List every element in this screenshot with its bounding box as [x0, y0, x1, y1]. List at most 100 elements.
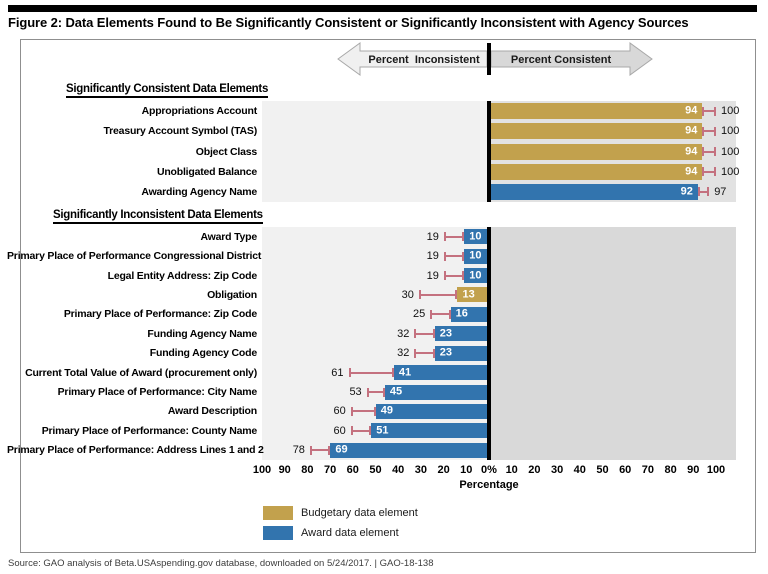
error-bar: [366, 387, 385, 397]
error-bar: [348, 368, 394, 378]
bar-value: 94: [685, 145, 698, 157]
error-bar: [309, 445, 331, 455]
bar-award: 23: [434, 326, 487, 342]
error-bound-value: 25: [413, 308, 426, 321]
percent-inconsistent-label: Percent Inconsistent: [368, 54, 480, 66]
bar-award: 10: [464, 229, 487, 245]
x-axis-tick: 60: [619, 464, 632, 476]
x-axis-tick: 70: [323, 464, 337, 476]
bar-budgetary: 13: [457, 287, 487, 303]
bar-value: 45: [389, 385, 403, 398]
error-bound-value: 32: [397, 347, 410, 360]
row-label: Funding Agency Code: [149, 347, 257, 360]
error-bound-value: 100: [721, 165, 740, 178]
error-bar: [414, 348, 435, 358]
x-axis-tick: 30: [550, 464, 564, 476]
bar-value: 41: [398, 366, 412, 379]
row-label: Awarding Agency Name: [141, 185, 257, 198]
error-bar: [414, 329, 435, 339]
row-label: Legal Entity Address: Zip Code: [107, 269, 258, 282]
row-label: Primary Place of Performance: Address Li…: [7, 444, 264, 457]
source-note: Source: GAO analysis of Beta.USAspending…: [8, 558, 434, 569]
error-bound-value: 78: [292, 444, 305, 457]
bar-value: 23: [439, 327, 453, 340]
bar-award: 45: [384, 384, 487, 400]
direction-arrow-banner: Percent Inconsistent Percent Consistent: [337, 42, 653, 76]
bar-budgetary: 94: [491, 163, 703, 180]
legend-swatch-award: [263, 526, 293, 540]
bar-value: 13: [462, 288, 475, 301]
error-bar: [350, 426, 372, 436]
error-bar: [697, 187, 710, 197]
error-bar: [418, 290, 458, 300]
error-bar: [702, 126, 716, 136]
row-label: Funding Agency Name: [147, 327, 257, 340]
chart-frame: [20, 39, 756, 553]
zero-line-inconsistent: [487, 227, 491, 460]
row-label: Primary Place of Performance: County Nam…: [41, 424, 257, 437]
error-bound-value: 32: [397, 327, 410, 340]
bar-value: 51: [376, 424, 389, 437]
bar-value: 10: [469, 230, 482, 243]
bar-award: 16: [450, 306, 487, 322]
bar-value: 94: [685, 124, 698, 137]
row-label: Unobligated Balance: [156, 165, 257, 178]
section-heading-inconsistent: Significantly Inconsistent Data Elements: [53, 209, 263, 224]
row-label: Award Description: [167, 405, 257, 418]
bar-value: 10: [469, 249, 482, 262]
bar-budgetary: 94: [491, 123, 703, 140]
percent-consistent-label: Percent Consistent: [511, 54, 612, 66]
error-bound-value: 61: [331, 366, 344, 379]
bar-award: 69: [330, 442, 487, 458]
x-axis-tick: 60: [346, 464, 359, 476]
panel-consistent-left: [262, 101, 487, 202]
panel-inconsistent-right: [491, 227, 736, 460]
error-bar: [443, 271, 465, 281]
zero-divider-bar: [487, 43, 491, 75]
x-axis-tick: 10: [505, 464, 518, 476]
bar-award: 51: [371, 423, 487, 439]
bar-value: 92: [680, 185, 693, 198]
error-bound-value: 19: [426, 250, 439, 263]
row-label: Treasury Account Symbol (TAS): [103, 125, 258, 138]
bar-value: 94: [685, 165, 698, 178]
error-bar: [702, 167, 716, 177]
error-bound-value: 100: [721, 145, 740, 158]
error-bound-value: 60: [333, 424, 346, 437]
row-label: Primary Place of Performance Congression…: [7, 250, 262, 263]
bar-budgetary: 94: [491, 143, 703, 160]
bar-value: 16: [455, 307, 468, 320]
error-bound-value: 97: [714, 185, 727, 198]
error-bar: [350, 406, 376, 416]
error-bar: [702, 106, 716, 116]
x-axis-tick: 30: [414, 464, 428, 476]
row-label: Appropriations Account: [141, 105, 258, 118]
x-axis-tick: 80: [664, 464, 677, 476]
x-axis-title: Percentage: [459, 479, 519, 491]
row-label: Object Class: [195, 145, 257, 158]
error-bound-value: 53: [349, 386, 362, 399]
x-axis-tick: 40: [573, 464, 586, 476]
error-bar: [443, 232, 465, 242]
x-axis-tick: 0%: [481, 464, 497, 476]
x-axis-tick: 40: [392, 464, 405, 476]
panel-inconsistent-left: [262, 227, 487, 460]
figure-title: Figure 2: Data Elements Found to Be Sign…: [8, 15, 689, 30]
row-label: Obligation: [207, 288, 257, 301]
error-bound-value: 60: [333, 405, 346, 418]
row-label: Current Total Value of Award (procuremen…: [25, 366, 257, 379]
row-label: Primary Place of Performance: Zip Code: [63, 308, 257, 321]
x-axis-tick: 70: [641, 464, 655, 476]
bar-value: 49: [380, 404, 394, 417]
bar-value: 94: [685, 104, 698, 117]
error-bound-value: 19: [426, 269, 439, 282]
x-axis-tick: 100: [252, 464, 272, 476]
legend-label-budgetary: Budgetary data element: [301, 507, 418, 519]
bar-award: 10: [464, 248, 487, 264]
error-bound-value: 30: [401, 288, 414, 301]
x-axis-tick: 20: [528, 464, 541, 476]
bar-value: 10: [469, 269, 482, 282]
section-heading-consistent: Significantly Consistent Data Elements: [66, 83, 268, 98]
bar-award: 10: [464, 268, 487, 284]
